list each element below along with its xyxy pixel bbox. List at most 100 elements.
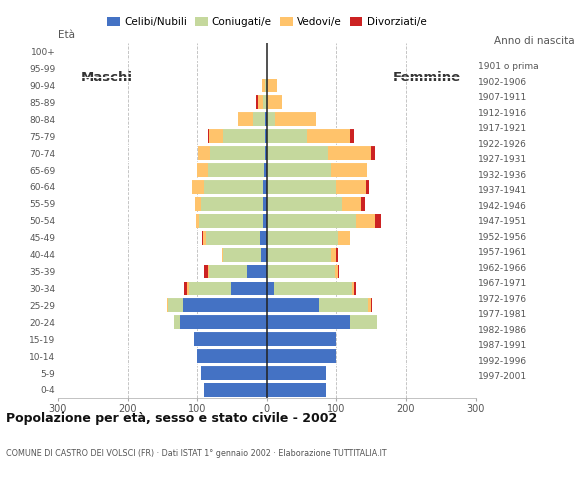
Bar <box>168 299 183 312</box>
Legend: Celibi/Nubili, Coniugati/e, Vedovi/e, Divorziati/e: Celibi/Nubili, Coniugati/e, Vedovi/e, Di… <box>103 13 430 31</box>
Bar <box>204 231 205 245</box>
Bar <box>331 248 336 262</box>
Bar <box>375 214 381 228</box>
Bar <box>264 163 267 177</box>
Bar <box>267 163 331 177</box>
Bar <box>267 383 326 397</box>
Bar <box>180 315 267 329</box>
Bar <box>371 146 375 160</box>
Bar <box>209 264 247 278</box>
Bar <box>263 180 267 194</box>
Bar <box>267 180 336 194</box>
Bar <box>261 248 267 262</box>
Bar <box>368 299 371 312</box>
Bar <box>202 231 204 245</box>
Bar <box>371 299 372 312</box>
Bar <box>267 96 282 109</box>
Bar <box>267 264 335 278</box>
Bar <box>267 332 336 346</box>
Bar <box>208 264 209 278</box>
Bar <box>195 197 201 211</box>
Text: COMUNE DI CASTRO DEI VOLSCI (FR) · Dati ISTAT 1° gennaio 2002 · Elaborazione TUT: COMUNE DI CASTRO DEI VOLSCI (FR) · Dati … <box>6 449 386 458</box>
Bar <box>342 197 361 211</box>
Bar <box>267 146 328 160</box>
Bar <box>350 129 354 143</box>
Bar <box>267 112 275 126</box>
Bar <box>258 96 263 109</box>
Bar <box>267 197 342 211</box>
Bar <box>267 349 336 363</box>
Bar <box>267 214 356 228</box>
Bar <box>365 180 369 194</box>
Bar <box>262 79 266 93</box>
Bar <box>267 315 350 329</box>
Bar <box>209 129 223 143</box>
Bar <box>205 231 260 245</box>
Bar <box>267 129 307 143</box>
Text: Femmine: Femmine <box>393 71 461 84</box>
Bar <box>267 231 338 245</box>
Bar <box>266 79 267 93</box>
Bar <box>208 129 209 143</box>
Text: Maschi: Maschi <box>81 71 133 84</box>
Bar <box>184 282 187 295</box>
Bar <box>197 349 267 363</box>
Text: Anno di nascita: Anno di nascita <box>494 36 574 46</box>
Bar <box>183 299 267 312</box>
Bar <box>231 282 267 295</box>
Bar <box>263 197 267 211</box>
Bar <box>223 248 261 262</box>
Bar <box>191 180 204 194</box>
Bar <box>267 79 277 93</box>
Bar <box>331 163 367 177</box>
Bar <box>275 112 316 126</box>
Bar <box>166 299 168 312</box>
Bar <box>204 180 263 194</box>
Bar <box>267 248 331 262</box>
Bar <box>328 146 371 160</box>
Bar <box>263 214 267 228</box>
Text: Età: Età <box>58 30 75 40</box>
Bar <box>336 180 365 194</box>
Bar <box>253 112 266 126</box>
Bar <box>187 282 189 295</box>
Bar <box>256 96 258 109</box>
Bar <box>267 366 326 380</box>
Bar <box>338 264 339 278</box>
Bar <box>247 264 267 278</box>
Bar <box>196 214 200 228</box>
Bar <box>189 282 231 295</box>
Bar <box>335 264 338 278</box>
Bar <box>361 197 365 211</box>
Bar <box>263 96 267 109</box>
Bar <box>266 112 267 126</box>
Bar <box>350 315 377 329</box>
Bar <box>201 366 267 380</box>
Bar <box>198 146 211 160</box>
Bar <box>223 129 264 143</box>
Bar <box>356 214 375 228</box>
Bar <box>238 112 253 126</box>
Bar <box>274 282 351 295</box>
Bar <box>211 146 264 160</box>
Bar <box>267 299 319 312</box>
Bar <box>264 129 267 143</box>
Bar <box>267 282 274 295</box>
Bar <box>174 315 180 329</box>
Bar <box>204 264 208 278</box>
Bar <box>336 248 338 262</box>
Bar <box>260 231 267 245</box>
Bar <box>201 197 263 211</box>
Text: Popolazione per età, sesso e stato civile - 2002: Popolazione per età, sesso e stato civil… <box>6 412 337 425</box>
Bar <box>307 129 350 143</box>
Bar <box>204 383 267 397</box>
Bar <box>200 214 263 228</box>
Bar <box>264 146 267 160</box>
Bar <box>194 332 267 346</box>
Bar <box>338 231 350 245</box>
Bar <box>208 163 264 177</box>
Bar <box>222 248 223 262</box>
Bar <box>197 163 208 177</box>
Bar <box>354 282 356 295</box>
Bar <box>319 299 368 312</box>
